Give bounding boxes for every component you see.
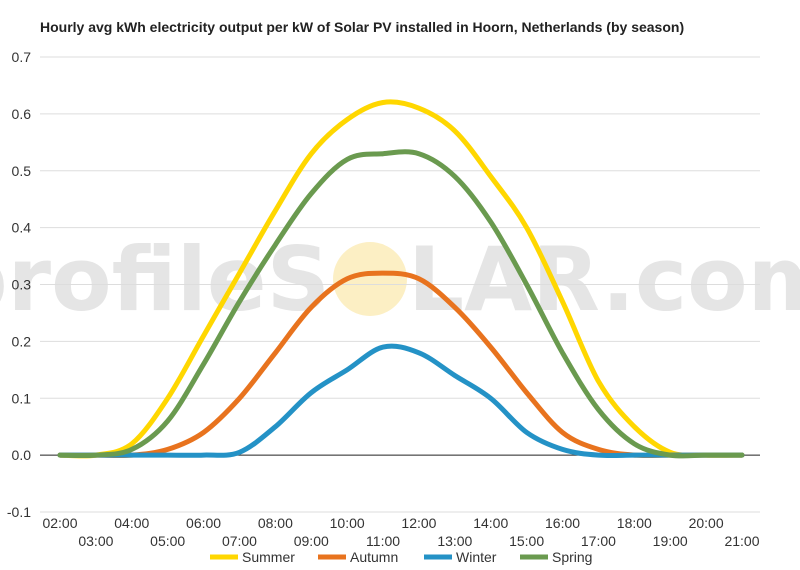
- x-tick-label: 07:00: [222, 533, 257, 549]
- watermark-right-text: LAR.com: [408, 228, 800, 331]
- legend-label-spring: Spring: [552, 549, 592, 565]
- x-tick-label: 21:00: [724, 533, 759, 549]
- watermark: profileS LAR.com: [0, 228, 800, 331]
- x-tick-label: 02:00: [42, 515, 77, 531]
- x-tick-label: 11:00: [366, 533, 400, 549]
- y-tick-label: 0.3: [12, 277, 32, 293]
- x-tick-label: 05:00: [150, 533, 185, 549]
- x-tick-label: 16:00: [545, 515, 580, 531]
- y-tick-label: 0.6: [12, 106, 32, 122]
- legend-label-autumn: Autumn: [350, 549, 398, 565]
- y-tick-label: -0.1: [7, 504, 31, 520]
- series-line-summer: [57, 99, 745, 459]
- legend-label-winter: Winter: [456, 549, 497, 565]
- series-line-winter: [57, 343, 745, 459]
- x-tick-label: 18:00: [617, 515, 652, 531]
- watermark-sun-icon: [333, 242, 407, 316]
- x-tick-label: 04:00: [114, 515, 149, 531]
- x-tick-label: 12:00: [401, 515, 436, 531]
- x-tick-label: 19:00: [653, 533, 688, 549]
- x-tick-label: 09:00: [294, 533, 329, 549]
- x-tick-label: 08:00: [258, 515, 293, 531]
- y-tick-label: 0.4: [12, 220, 32, 236]
- series-line-spring: [57, 149, 745, 459]
- y-tick-label: 0.0: [12, 447, 32, 463]
- y-tick-label: 0.5: [12, 163, 32, 179]
- x-tick-label: 15:00: [509, 533, 544, 549]
- x-tick-label: 06:00: [186, 515, 221, 531]
- x-tick-label: 20:00: [689, 515, 724, 531]
- x-tick-label: 14:00: [473, 515, 508, 531]
- x-tick-label: 13:00: [437, 533, 472, 549]
- y-tick-label: 0.2: [12, 333, 32, 349]
- legend-label-summer: Summer: [242, 549, 295, 565]
- x-tick-label: 10:00: [330, 515, 365, 531]
- x-tick-label: 03:00: [78, 533, 113, 549]
- x-tick-label: 17:00: [581, 533, 616, 549]
- chart-title: Hourly avg kWh electricity output per kW…: [40, 19, 685, 35]
- y-tick-label: 0.1: [12, 390, 32, 406]
- y-tick-label: 0.7: [12, 49, 32, 65]
- watermark-left-text: profileS: [0, 228, 330, 331]
